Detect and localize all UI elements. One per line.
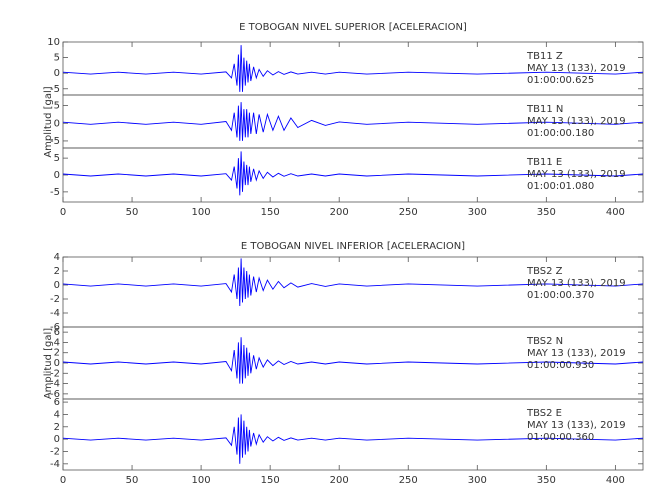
x-tick-label: 300 [468, 207, 487, 218]
y-tick-label: -2 [50, 446, 60, 457]
y-tick-label: 5 [54, 101, 60, 112]
y-tick-label: 2 [54, 266, 60, 277]
y-tick-label: 4 [54, 409, 60, 420]
y-tick-label: 4 [54, 337, 60, 348]
x-tick-label: 250 [399, 207, 418, 218]
time-label: 01:00:00.180 [527, 128, 594, 139]
time-label: 01:00:00.930 [527, 360, 594, 371]
date-label: MAY 13 (133), 2019 [527, 348, 626, 359]
waveform [62, 45, 644, 92]
station-label: TB11 E [526, 157, 562, 168]
time-label: 01:00:00.370 [527, 290, 594, 301]
y-tick-label: 2 [54, 348, 60, 359]
x-tick-label: 300 [468, 475, 487, 486]
y-tick-label: 2 [54, 422, 60, 433]
waveform [62, 337, 644, 384]
y-tick-label: -2 [50, 368, 60, 379]
y-tick-label: 4 [54, 252, 60, 263]
waveform [62, 102, 644, 141]
time-label: 01:00:00.625 [527, 75, 594, 86]
y-tick-label: -4 [50, 308, 60, 319]
y-tick-label: 0 [54, 170, 60, 181]
time-label: 01:00:00.360 [527, 432, 594, 443]
panel-frame [62, 398, 644, 471]
x-tick-label: 100 [192, 475, 211, 486]
date-label: MAY 13 (133), 2019 [527, 116, 626, 127]
y-axis-label: Amplitud [gal] [43, 328, 54, 399]
station-label: TBS2 N [526, 336, 563, 347]
y-tick-label: 10 [47, 37, 60, 48]
x-tick-label: 200 [330, 207, 349, 218]
waveform [62, 258, 644, 307]
x-tick-label: 50 [126, 475, 139, 486]
y-tick-label: -5 [50, 84, 60, 95]
x-tick-label: 150 [261, 475, 280, 486]
date-label: MAY 13 (133), 2019 [527, 63, 626, 74]
y-tick-label: 5 [54, 53, 60, 64]
x-tick-label: 0 [60, 475, 66, 486]
y-tick-label: 6 [54, 327, 60, 338]
y-tick-label: 0 [54, 358, 60, 369]
y-tick-label: -5 [50, 136, 60, 147]
y-tick-label: 6 [54, 397, 60, 408]
date-label: MAY 13 (133), 2019 [527, 420, 626, 431]
time-label: 01:00:01.080 [527, 181, 594, 192]
x-tick-label: 100 [192, 207, 211, 218]
x-tick-label: 250 [399, 475, 418, 486]
y-tick-label: 0 [54, 118, 60, 129]
station-label: TB11 N [526, 104, 563, 115]
y-tick-label: 0 [54, 280, 60, 291]
y-tick-label: -4 [50, 379, 60, 390]
y-tick-label: -5 [50, 187, 60, 198]
x-tick-label: 400 [606, 475, 625, 486]
y-tick-label: -2 [50, 294, 60, 305]
station-label: TBS2 Z [526, 266, 563, 277]
x-tick-label: 50 [126, 207, 139, 218]
y-tick-label: 5 [54, 153, 60, 164]
waveform [62, 414, 644, 464]
date-label: MAY 13 (133), 2019 [527, 278, 626, 289]
waveform [62, 151, 644, 196]
x-tick-label: 350 [537, 475, 556, 486]
y-tick-label: -6 [50, 389, 60, 400]
x-tick-label: 400 [606, 207, 625, 218]
x-tick-label: 150 [261, 207, 280, 218]
y-tick-label: 0 [54, 68, 60, 79]
x-tick-label: 350 [537, 207, 556, 218]
chart-title: E TOBOGAN NIVEL SUPERIOR [ACELERACION] [239, 22, 467, 33]
y-axis-label: Amplitud [gal] [43, 86, 54, 157]
date-label: MAY 13 (133), 2019 [527, 169, 626, 180]
y-tick-label: -6 [50, 322, 60, 333]
station-label: TB11 Z [526, 51, 563, 62]
x-tick-label: 200 [330, 475, 349, 486]
chart-title: E TOBOGAN NIVEL INFERIOR [ACELERACION] [241, 241, 465, 252]
x-tick-label: 0 [60, 207, 66, 218]
y-tick-label: 0 [54, 434, 60, 445]
y-tick-label: -4 [50, 459, 60, 470]
station-label: TBS2 E [526, 408, 562, 419]
